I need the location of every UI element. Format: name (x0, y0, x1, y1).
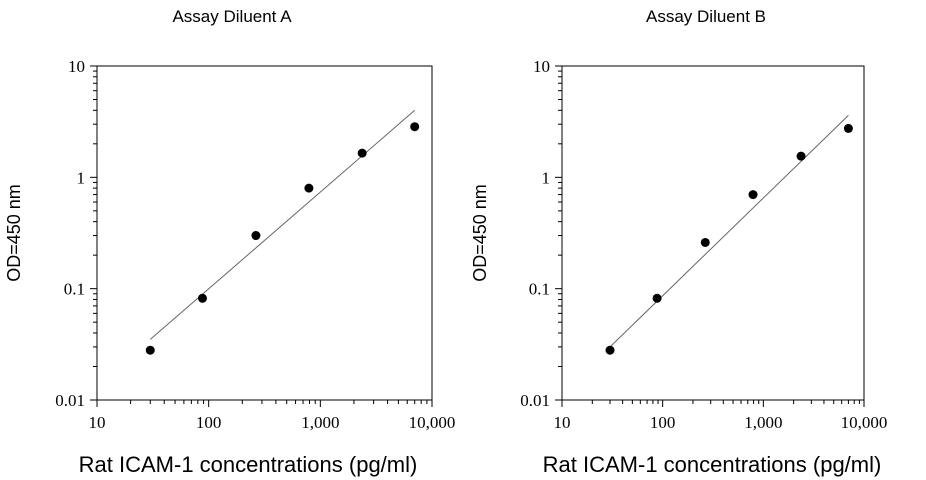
data-point (357, 148, 367, 158)
data-point (843, 123, 853, 133)
x-tick-label: 1,000 (301, 413, 339, 432)
y-tick-label: 1 (77, 168, 86, 187)
chart-panel-2: Assay Diluent B 10 100 1,000 10,000 0.01 0.1 1 1… (470, 7, 887, 477)
plot-frame (96, 65, 433, 401)
data-point (796, 151, 806, 161)
chart-panel-1: Assay Diluent A 10 100 1,000 10,000 0.01 0.1 1 1… (4, 7, 455, 477)
x-axis-label: Rat ICAM-1 concentrations (pg/ml) (79, 452, 418, 477)
x-tick-label: 1,000 (744, 413, 782, 432)
x-axis-label: Rat ICAM-1 concentrations (pg/ml) (543, 452, 882, 477)
x-tick-label: 10,000 (841, 413, 888, 432)
y-tick-label: 1 (542, 168, 551, 187)
data-point (410, 122, 420, 132)
x-tick-label: 100 (196, 413, 222, 432)
x-tick-label: 100 (650, 413, 676, 432)
chart-title: Assay Diluent A (172, 7, 292, 26)
y-axis-label: OD=450 nm (4, 184, 24, 282)
y-tick-label: 0.1 (529, 280, 550, 299)
data-point (748, 190, 758, 200)
data-point (652, 293, 662, 303)
x-tick-label: 10 (554, 413, 571, 432)
y-tick-label: 10 (533, 57, 550, 76)
data-point (145, 345, 155, 355)
y-tick-label: 0.01 (55, 391, 85, 410)
regression-line (149, 109, 416, 340)
y-tick-label: 0.1 (64, 280, 85, 299)
data-point (197, 293, 207, 303)
data-point (700, 237, 710, 247)
regression-line (609, 115, 849, 348)
plot-frame (561, 65, 865, 401)
data-point (304, 183, 314, 193)
y-axis-label: OD=450 nm (470, 184, 490, 282)
x-tick-label: 10 (89, 413, 106, 432)
chart-title: Assay Diluent B (646, 7, 766, 26)
x-tick-label: 10,000 (409, 413, 456, 432)
data-point (605, 345, 615, 355)
y-tick-label: 10 (68, 57, 85, 76)
y-tick-label: 0.01 (520, 391, 550, 410)
data-point (251, 231, 261, 241)
